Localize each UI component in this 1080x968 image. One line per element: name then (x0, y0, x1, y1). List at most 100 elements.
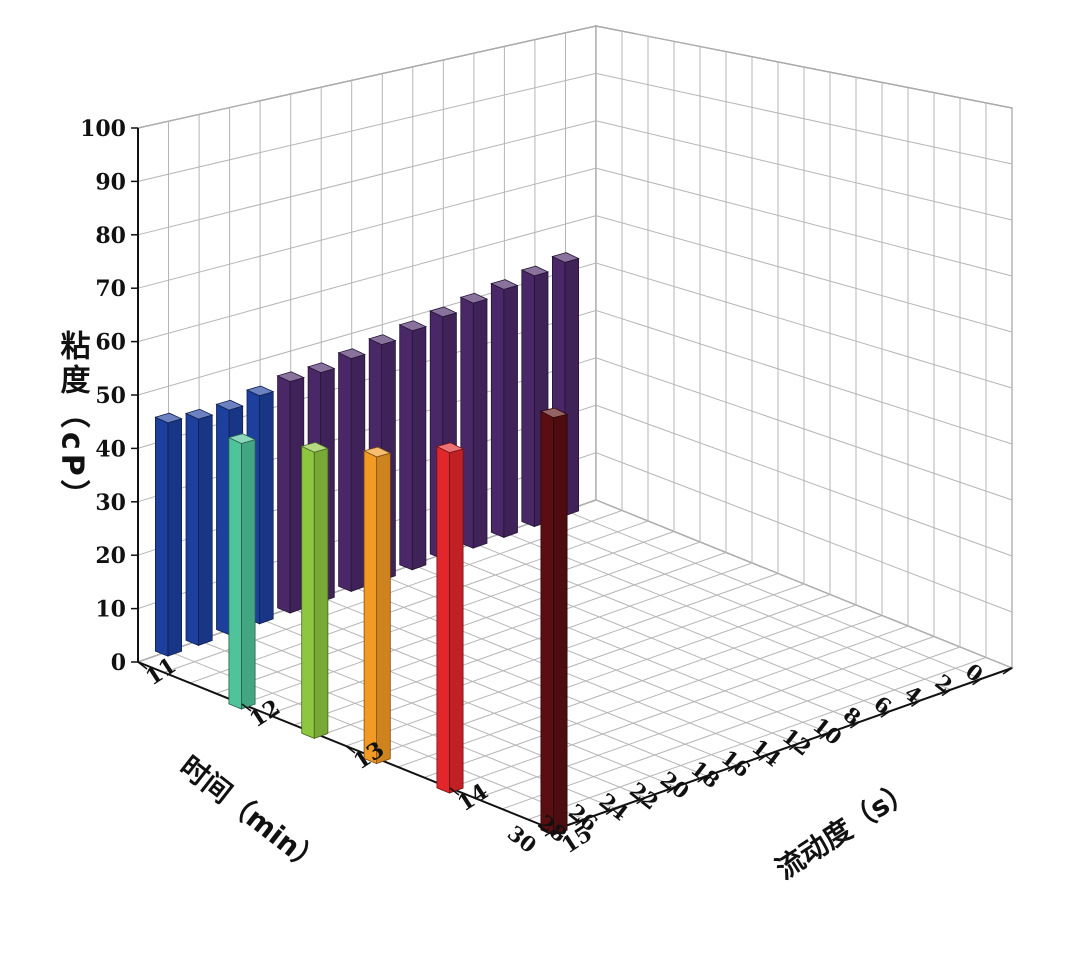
x-tick-mark (849, 721, 860, 729)
bar-top (368, 334, 397, 346)
y-tick-mark (345, 745, 356, 754)
y-tick-mark (137, 661, 148, 670)
z-tick-label: 100 (80, 116, 126, 142)
bar (300, 441, 330, 739)
y-gridline (501, 97, 961, 810)
bar (337, 348, 366, 592)
x-tick-mark (544, 829, 555, 837)
bar-face-left (411, 326, 427, 571)
x-tick-mark (666, 786, 677, 794)
bar-face-left (313, 447, 329, 739)
x-axis-line (553, 667, 1013, 831)
bar-face-left (240, 439, 256, 710)
z-tick-label: 80 (95, 223, 126, 249)
z-tick-label: 90 (95, 169, 126, 195)
z-tick-label: 10 (95, 597, 126, 623)
y-gridline (371, 72, 831, 757)
x-tick-mark (941, 688, 952, 697)
bar-top (539, 407, 569, 419)
bar-top (215, 399, 244, 411)
bar (459, 292, 489, 549)
bar (539, 407, 569, 836)
bar-face-left (197, 414, 213, 646)
bar-face-left (376, 452, 391, 765)
bar (154, 412, 183, 657)
x-tick-mark (972, 678, 982, 686)
bar-face-left (350, 353, 366, 592)
bar-top (520, 265, 550, 277)
bar-face-right (228, 436, 242, 710)
bar-face-right (436, 445, 450, 794)
bar-face-left (472, 298, 488, 549)
bar-top (551, 252, 580, 263)
bar-face-left (167, 418, 183, 657)
bar-face-right (363, 450, 378, 765)
bar-top (300, 441, 330, 453)
y-gridline (423, 82, 883, 778)
y-gridline (345, 67, 805, 747)
z-tick-label: 40 (95, 436, 126, 462)
bar-face-right (154, 416, 169, 657)
bar-top (429, 306, 458, 318)
bar (227, 433, 257, 710)
bar (490, 279, 519, 538)
bar-face-right (338, 352, 352, 592)
x-tick-mark (1002, 667, 1013, 675)
bar-face-right (521, 269, 535, 528)
y-gridline (475, 92, 935, 799)
bar-top (490, 279, 519, 290)
y-gridline (449, 87, 909, 789)
bar-face-right (301, 445, 315, 739)
y-gridline (267, 51, 727, 715)
x-tick-mark (910, 699, 921, 708)
y-gridline (319, 61, 779, 736)
bar-top (398, 320, 428, 332)
bar (184, 408, 214, 646)
bar-top (306, 362, 336, 374)
bar (435, 442, 465, 794)
x-tick-mark (605, 807, 616, 816)
bar-face-right (540, 410, 554, 836)
bar-face-right (216, 403, 230, 636)
x-tick-mark (575, 818, 585, 826)
bar-face-right (185, 412, 199, 646)
z-tick-label: 30 (95, 490, 126, 516)
bar-face-left (503, 284, 518, 538)
bar-top (435, 442, 465, 454)
z-tick-label: 70 (95, 276, 126, 302)
bar (362, 446, 392, 765)
z-tick-label: 60 (95, 330, 126, 356)
y-gridline (527, 102, 987, 820)
y-tick-mark (449, 787, 460, 796)
y-gridline (241, 46, 701, 705)
bar-face-left (448, 448, 464, 794)
x-tick-mark (636, 796, 647, 805)
bar-top (184, 408, 214, 420)
x-tick-mark (880, 710, 891, 718)
bar-face-right (490, 282, 505, 538)
y-gridline (189, 36, 649, 684)
bar-top (276, 371, 305, 383)
x-axis-title: 时间（min） (174, 750, 329, 881)
bar-face-left (259, 391, 274, 625)
z-tick-label: 50 (95, 383, 126, 409)
x-tick-mark (727, 764, 738, 772)
bar-top (227, 433, 257, 444)
x-tick-mark (697, 775, 708, 783)
bar (276, 371, 305, 614)
bar-top (362, 446, 392, 458)
y-axis-title: 流动度（s） (770, 773, 919, 886)
bar-top (337, 348, 366, 360)
bar-face-right (277, 375, 291, 614)
z-tick-label: 0 (111, 650, 126, 676)
x-tick-mark (788, 742, 799, 751)
z-tick-label: 20 (95, 543, 126, 569)
bar-top (154, 412, 183, 424)
bar-top (459, 292, 489, 304)
x-tick-mark (758, 753, 769, 762)
bar-top (245, 385, 275, 397)
bar-face-right (399, 324, 413, 571)
y-tick-mark (553, 829, 564, 838)
